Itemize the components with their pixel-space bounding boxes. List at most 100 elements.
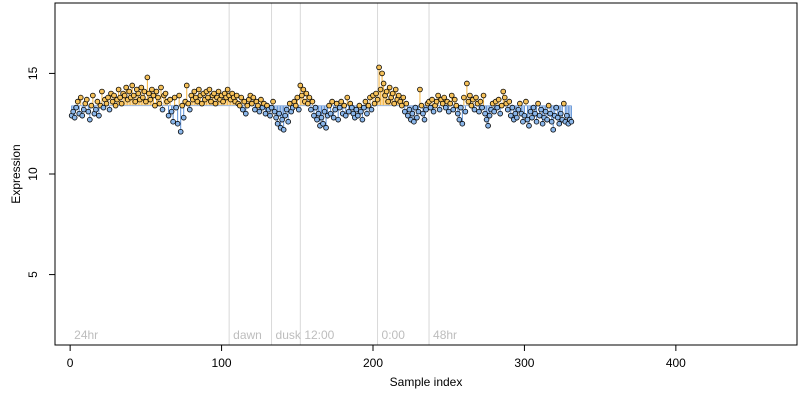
data-point — [96, 112, 102, 119]
data-point — [477, 98, 484, 105]
data-point — [309, 98, 316, 105]
data-point — [252, 106, 258, 113]
data-point — [441, 94, 447, 101]
data-point — [355, 112, 361, 119]
data-point — [362, 98, 369, 105]
data-point — [256, 108, 263, 115]
data-point — [111, 92, 117, 99]
data-point — [418, 102, 425, 109]
data-point — [501, 94, 508, 101]
data-point — [504, 106, 511, 113]
data-point — [427, 104, 434, 111]
data-point — [476, 108, 482, 115]
data-point — [320, 120, 326, 127]
data-point — [167, 96, 173, 103]
data-point — [373, 90, 379, 97]
x-tick-label: 100 — [212, 356, 232, 370]
data-point — [468, 102, 475, 109]
data-point — [262, 110, 269, 117]
data-point — [283, 106, 290, 113]
data-point — [403, 100, 410, 107]
data-point — [526, 122, 532, 129]
data-point — [177, 128, 184, 135]
data-point — [385, 98, 391, 105]
data-point — [159, 106, 166, 113]
data-point — [146, 90, 152, 97]
data-point — [224, 86, 231, 93]
x-axis-title: Sample index — [390, 375, 463, 389]
data-point — [379, 70, 385, 77]
data-point — [315, 110, 322, 117]
x-tick-label: 400 — [666, 356, 686, 370]
data-point — [85, 108, 92, 115]
y-tick-label: 15 — [26, 66, 40, 80]
data-point — [250, 94, 257, 101]
data-point — [109, 98, 116, 105]
data-point — [335, 116, 341, 123]
data-point — [311, 112, 317, 119]
annotation-label-3: 12:00 — [304, 328, 334, 342]
data-point — [138, 84, 145, 91]
data-point — [450, 106, 457, 113]
data-point — [485, 122, 491, 129]
data-point — [123, 84, 129, 91]
data-point — [158, 84, 164, 91]
data-point — [170, 118, 176, 125]
data-point — [429, 96, 435, 103]
data-point — [423, 106, 429, 113]
data-point — [74, 98, 81, 105]
data-point — [79, 112, 86, 119]
data-point — [536, 112, 543, 119]
data-point — [212, 100, 219, 107]
data-point — [361, 104, 367, 111]
x-tick-label: 300 — [514, 356, 534, 370]
data-point — [241, 98, 248, 105]
data-point — [156, 100, 163, 107]
data-point — [162, 90, 169, 97]
data-point — [236, 102, 243, 109]
x-axis: 0 100 200 300 400 — [67, 344, 686, 370]
data-point — [306, 94, 313, 101]
data-point — [494, 104, 500, 111]
data-point — [205, 94, 211, 101]
annotation-label-1: dawn — [233, 328, 262, 342]
annotation-label-0: 24hr — [74, 328, 98, 342]
data-point — [442, 104, 449, 111]
data-point — [258, 96, 264, 103]
data-point — [333, 100, 340, 107]
data-point — [420, 110, 426, 117]
data-point — [100, 104, 107, 111]
data-point — [249, 100, 255, 107]
data-point — [141, 88, 148, 95]
data-point — [199, 100, 205, 107]
data-point — [338, 98, 345, 105]
data-point — [70, 108, 76, 115]
data-point — [147, 96, 154, 103]
data-point — [523, 98, 529, 105]
data-point — [191, 88, 198, 95]
data-point — [377, 86, 384, 93]
data-point — [400, 94, 407, 101]
data-point — [285, 118, 292, 125]
data-point — [105, 94, 111, 101]
data-point — [486, 112, 493, 119]
data-point — [244, 102, 251, 109]
data-point — [517, 100, 523, 107]
data-point — [383, 88, 390, 95]
data-point — [539, 120, 546, 127]
data-point — [467, 92, 473, 99]
data-point — [255, 102, 261, 109]
data-point — [140, 94, 146, 101]
data-point — [220, 98, 226, 105]
data-point — [421, 116, 428, 123]
data-point — [305, 100, 311, 107]
data-point — [462, 108, 469, 115]
data-point — [447, 100, 454, 107]
data-point — [282, 112, 288, 119]
data-point — [77, 94, 84, 101]
data-point — [560, 100, 567, 107]
data-point — [103, 100, 110, 107]
data-point — [471, 106, 478, 113]
data-point — [495, 96, 502, 103]
data-point — [279, 116, 285, 123]
